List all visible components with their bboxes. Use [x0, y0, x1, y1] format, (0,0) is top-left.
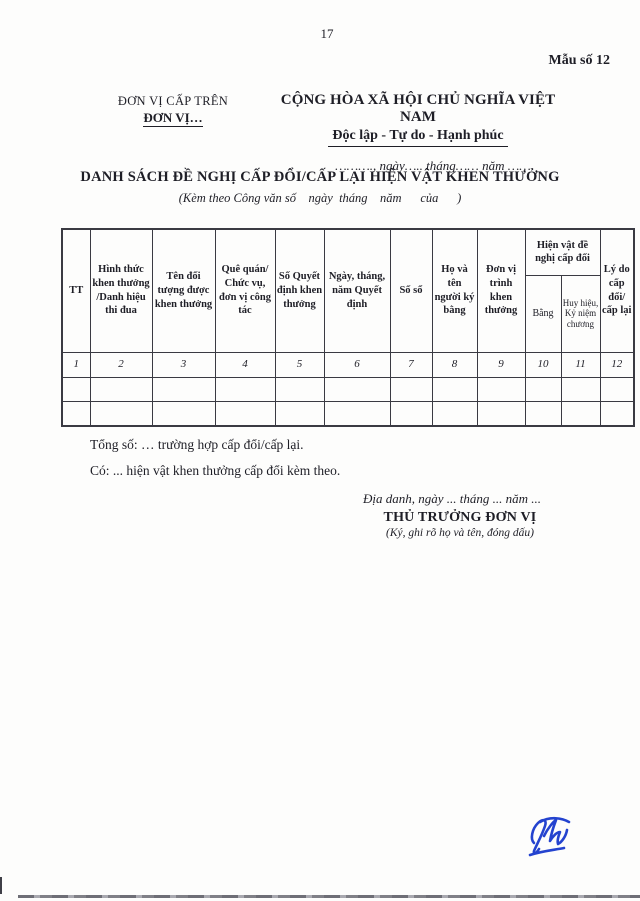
- col-number: 5: [274, 351, 325, 378]
- document-subtitle: (Kèm theo Công văn số ngày tháng năm của…: [178, 191, 462, 205]
- document-title: DANH SÁCH ĐỀ NGHỊ CẤP ĐỔI/CẤP LẠI HIỆN V…: [80, 169, 560, 185]
- national-header-block: CỘNG HÒA XÃ HỘI CHỦ NGHĨA VIỆT NAM Độc l…: [268, 92, 568, 174]
- col-header-que-quan: Quê quán/ Chức vụ, đơn vị công tác: [214, 228, 276, 353]
- col-header-ly-do: Lý do cấp đổi/ cấp lại: [599, 228, 635, 353]
- col-number: 12: [599, 351, 635, 378]
- attachment-line: Có: ... hiện vật khen thưởng cấp đổi kèm…: [90, 463, 341, 478]
- col-number: 10: [524, 351, 562, 378]
- col-number: 1: [61, 351, 91, 378]
- col-header-so-quyet-dinh: Số Quyết định khen thưởng: [274, 228, 325, 353]
- col-number: 9: [476, 351, 526, 378]
- issuer-parent-unit: ĐƠN VỊ CẤP TRÊN: [117, 94, 229, 108]
- col-header-hinh-thuc: Hình thức khen thưởng /Danh hiệu thi đua: [89, 228, 153, 353]
- col-group-hien-vat: Hiện vật đề nghị cấp đổi: [524, 228, 601, 276]
- form-number-label: Mẫu số 12: [548, 53, 610, 68]
- col-header-so-so: Số sổ: [389, 228, 433, 353]
- col-header-ho-ten-nguoi-ky: Họ và tên người ký bằng: [431, 228, 478, 353]
- scan-edge-artifact: [0, 877, 2, 894]
- col-number: 7: [389, 351, 433, 378]
- national-motto-line2: Độc lập - Tự do - Hạnh phúc: [328, 128, 508, 147]
- national-motto-line1: CỘNG HÒA XÃ HỘI CHỦ NGHĨA VIỆT NAM: [280, 92, 556, 125]
- signature-block: Địa danh, ngày ... tháng ... năm ... THỦ…: [320, 491, 600, 539]
- column-number-row: 1 2 3 4 5 6 7 8 9 10 11 12: [61, 351, 635, 378]
- issuing-unit-block: ĐƠN VỊ CẤP TRÊN ĐƠN VỊ…: [88, 94, 258, 127]
- empty-data-row: [61, 400, 635, 426]
- issuer-unit: ĐƠN VỊ…: [88, 110, 258, 127]
- subcol-header-huy-hieu: Huy hiệu, Kỷ niệm chương: [560, 274, 601, 353]
- issuer-unit-text: ĐƠN VỊ…: [143, 110, 203, 127]
- date-line: ………., ngày….. tháng…… năm ……: [335, 158, 531, 173]
- handwritten-signature-ink: [528, 816, 571, 857]
- col-header-ten-doi-tuong: Tên đối tượng được khen thưởng: [151, 228, 216, 353]
- page-number: 17: [320, 26, 334, 41]
- total-count-line: Tổng số: … trường hợp cấp đổi/cấp lại.: [90, 437, 304, 452]
- col-number: 6: [323, 351, 391, 378]
- col-header-don-vi-trinh: Đơn vị trình khen thưởng: [476, 228, 526, 353]
- col-number: 3: [151, 351, 216, 378]
- scan-bottom-edge-artifact: [18, 895, 640, 898]
- signing-instruction-note: (Ký, ghi rõ họ và tên, đóng dấu): [386, 527, 534, 539]
- col-number: 8: [431, 351, 478, 378]
- col-number: 11: [560, 351, 601, 378]
- col-number: 4: [214, 351, 276, 378]
- col-number: 2: [89, 351, 153, 378]
- empty-data-row: [61, 376, 635, 402]
- subcol-header-bang: Bằng: [524, 274, 562, 353]
- col-header-ngay-thang-nam: Ngày, tháng, năm Quyết định: [323, 228, 391, 353]
- signer-title: THỦ TRƯỞNG ĐƠN VỊ: [383, 510, 537, 525]
- col-header-tt: TT: [61, 228, 91, 353]
- award-exchange-table: TT Hình thức khen thưởng /Danh hiệu thi …: [61, 228, 635, 427]
- place-date-line: Địa danh, ngày ... tháng ... năm ...: [362, 491, 542, 506]
